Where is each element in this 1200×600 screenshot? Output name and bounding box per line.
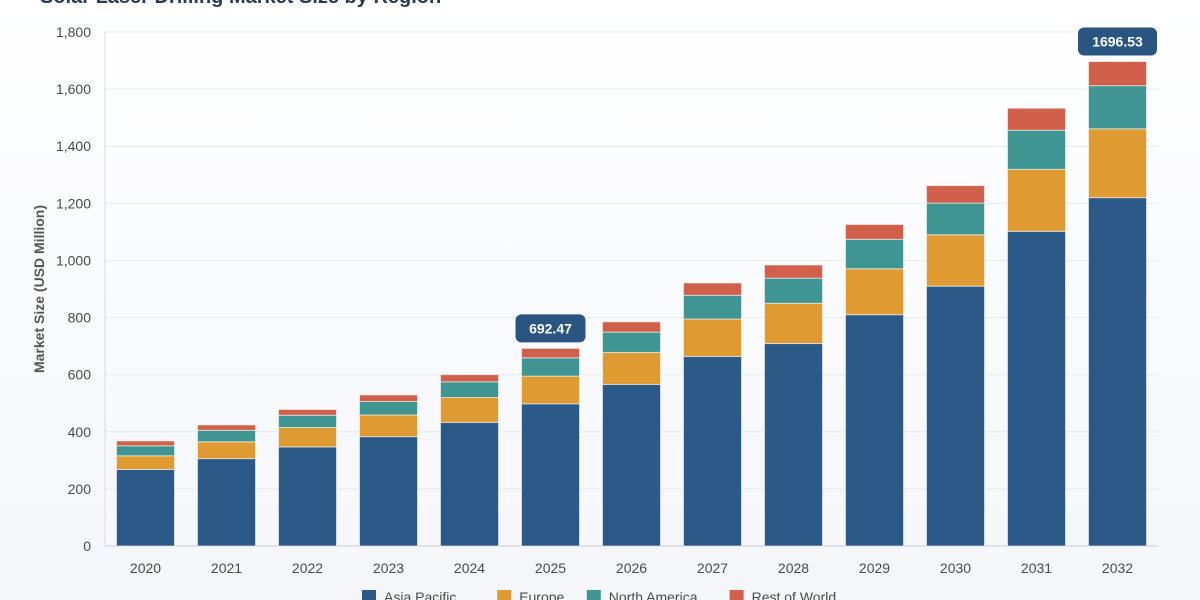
- bar-segment-north-america-2026: [602, 331, 661, 353]
- callout-box: [1078, 27, 1157, 56]
- y-tick-label: 1,800: [56, 24, 91, 40]
- bar-segment-north-america-2025: [521, 357, 580, 377]
- legend-label-europe: Europe: [519, 589, 564, 600]
- bar-segment-rest-of-world-2021: [197, 424, 256, 431]
- bar-segment-asia-pacific-2029: [845, 314, 904, 547]
- bar-segment-asia-pacific-2020: [116, 468, 175, 547]
- bar-segment-asia-pacific-2026: [602, 383, 661, 547]
- bar-segment-asia-pacific-2032: [1088, 197, 1147, 547]
- y-tick-label: 0: [83, 538, 91, 554]
- callout-box: [515, 314, 586, 343]
- bar-segment-north-america-2029: [845, 238, 904, 270]
- y-tick-label: 1,200: [56, 195, 91, 211]
- bar-segment-north-america-2024: [440, 381, 499, 399]
- x-tick-label: 2028: [778, 560, 809, 576]
- bar-segment-rest-of-world-2022: [278, 409, 337, 416]
- bar-segment-europe-2028: [764, 302, 823, 345]
- x-tick-label: 2021: [211, 560, 242, 576]
- bar-segment-rest-of-world-2032: [1088, 61, 1147, 87]
- bar-segment-north-america-2020: [116, 445, 175, 457]
- bar-segment-europe-2029: [845, 268, 904, 316]
- y-tick-label: 1,000: [56, 252, 91, 268]
- callout-label: 692.47: [529, 320, 572, 336]
- bar-segment-asia-pacific-2027: [683, 355, 742, 547]
- bar-segment-north-america-2030: [926, 202, 985, 236]
- bar-segment-asia-pacific-2025: [521, 403, 580, 547]
- y-tick-label: 400: [68, 424, 92, 440]
- bar-segment-north-america-2031: [1007, 129, 1066, 170]
- bar-segment-asia-pacific-2021: [197, 458, 256, 547]
- bar-segment-rest-of-world-2030: [926, 185, 985, 204]
- legend-swatch-north-america: [586, 590, 601, 600]
- bar-segment-asia-pacific-2022: [278, 446, 337, 547]
- x-tick-label: 2030: [940, 560, 971, 576]
- bar-segment-europe-2021: [197, 441, 256, 460]
- x-tick-label: 2029: [859, 560, 890, 576]
- legend: Asia Pacific Europe North America Rest of W…: [362, 589, 836, 600]
- x-tick-label: 2022: [292, 560, 323, 576]
- x-tick-label: 2032: [1102, 560, 1133, 576]
- bar-segment-asia-pacific-2028: [764, 343, 823, 547]
- bar-segment-rest-of-world-2027: [683, 282, 742, 296]
- bar-segment-rest-of-world-2025: [521, 347, 580, 359]
- legend-label-rest-of-world: Rest of World: [752, 589, 837, 600]
- bar-segment-asia-pacific-2030: [926, 285, 985, 547]
- legend-swatch-asia-pacific: [362, 590, 376, 600]
- bar-segment-rest-of-world-2028: [764, 264, 823, 279]
- y-tick-label: 1,600: [56, 81, 91, 97]
- legend-swatch-rest-of-world: [729, 590, 744, 600]
- bar-segment-rest-of-world-2026: [602, 321, 661, 333]
- x-tick-label: 2023: [373, 560, 404, 576]
- bar-segment-europe-2031: [1007, 168, 1066, 232]
- legend-label-north-america: North America: [609, 589, 698, 600]
- bar-segment-europe-2030: [926, 234, 985, 287]
- y-tick-label: 200: [68, 481, 92, 497]
- bar-segment-rest-of-world-2029: [845, 223, 904, 240]
- bar-segment-asia-pacific-2023: [359, 436, 418, 547]
- x-tick-label: 2031: [1021, 560, 1052, 576]
- x-tick-label: 2027: [697, 560, 728, 576]
- bars: [116, 61, 1147, 547]
- legend-swatch-europe: [497, 590, 512, 600]
- bar-segment-north-america-2027: [683, 294, 742, 320]
- bar-segment-europe-2032: [1088, 128, 1147, 199]
- bar-segment-europe-2022: [278, 426, 337, 448]
- y-tick-label: 800: [68, 310, 92, 326]
- bar-segment-north-america-2021: [197, 429, 256, 443]
- x-tick-label: 2024: [454, 560, 485, 576]
- bar-segment-north-america-2023: [359, 401, 418, 416]
- callout-label: 1696.53: [1092, 34, 1143, 50]
- y-tick-label: 600: [68, 367, 92, 383]
- bar-segment-europe-2023: [359, 414, 418, 438]
- x-tick-labels: 2020 2021 2022 2023 2024 2025 2026 2027 2028 2029…: [130, 560, 1133, 576]
- x-tick-label: 2025: [535, 560, 566, 576]
- bar-segment-rest-of-world-2024: [440, 374, 499, 383]
- chart-title: Solar Laser Drilling Market Size by Regi…: [40, 0, 441, 9]
- bar-segment-north-america-2028: [764, 277, 823, 304]
- bar-segment-north-america-2022: [278, 414, 337, 428]
- bar-segment-europe-2027: [683, 318, 742, 357]
- bar-segment-europe-2026: [602, 351, 661, 385]
- bar-segment-north-america-2032: [1088, 85, 1147, 130]
- x-tick-label: 2026: [616, 560, 647, 576]
- bar-segment-asia-pacific-2031: [1007, 230, 1066, 547]
- bar-segment-rest-of-world-2020: [116, 440, 175, 447]
- y-tick-label: 1,400: [56, 138, 91, 154]
- bar-segment-europe-2020: [116, 455, 175, 470]
- bar-segment-rest-of-world-2023: [359, 394, 418, 403]
- y-axis-title: Market Size (USD Million): [31, 205, 47, 373]
- y-tick-labels: 0 200 400 600 800 1,000 1,200 1,400 1,600 1,800: [56, 24, 91, 554]
- bar-segment-europe-2025: [521, 375, 580, 405]
- bar-segment-asia-pacific-2024: [440, 421, 499, 547]
- bar-segment-rest-of-world-2031: [1007, 107, 1066, 131]
- legend-label-asia-pacific: Asia Pacific: [384, 589, 456, 600]
- x-tick-label: 2020: [130, 560, 161, 576]
- data-callouts: 692.47 1696.53: [515, 27, 1157, 343]
- bar-segment-europe-2024: [440, 397, 499, 423]
